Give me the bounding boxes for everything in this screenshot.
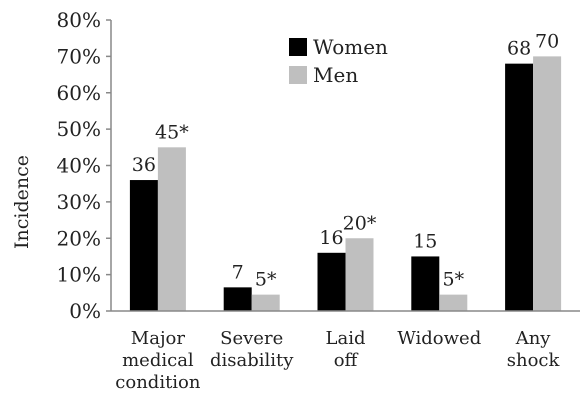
bar-women — [223, 287, 252, 311]
bar-men — [533, 56, 562, 311]
data-label-women: 7 — [232, 261, 244, 283]
data-label-women: 36 — [132, 154, 156, 176]
x-category-label: Widowed — [397, 328, 481, 349]
y-tick-label: 60% — [57, 81, 101, 105]
legend-label-women: Women — [313, 35, 388, 59]
x-category-label: shock — [507, 350, 561, 371]
legend-swatch-women — [289, 38, 307, 56]
x-category-label: disability — [210, 350, 294, 371]
x-category-label: medical — [122, 350, 194, 371]
bar-women — [411, 256, 440, 311]
data-label-women: 15 — [413, 230, 437, 252]
data-label-men: 70 — [535, 30, 559, 52]
x-category-label: Severe — [220, 328, 283, 349]
data-label-men: 45* — [155, 121, 189, 143]
data-label-women: 16 — [319, 227, 343, 249]
bar-men — [439, 294, 468, 311]
y-axis: 0% 10% 20% 30% 40% 50% 60% 70% 80% — [57, 8, 111, 323]
y-tick-label: 30% — [57, 190, 101, 214]
y-tick-label: 40% — [57, 154, 101, 178]
x-category-label: Major — [131, 328, 186, 349]
y-tick-label: 0% — [69, 299, 101, 323]
x-category-label: condition — [115, 372, 201, 393]
y-tick-label: 80% — [57, 8, 101, 32]
y-tick-label: 70% — [57, 44, 101, 68]
x-category-label: Any — [515, 328, 552, 349]
data-label-men: 5* — [443, 269, 465, 291]
y-tick-label: 50% — [57, 117, 101, 141]
legend: Women Men — [289, 35, 388, 87]
bar-women — [505, 63, 534, 312]
bar-women — [129, 180, 158, 311]
y-tick-label: 20% — [57, 226, 101, 250]
bars — [129, 56, 562, 312]
bar-men — [345, 238, 374, 311]
y-axis-label: Incidence — [11, 155, 33, 249]
bar-men — [251, 294, 280, 311]
data-label-women: 68 — [507, 38, 531, 60]
x-category-label: off — [334, 350, 359, 371]
x-category-label: Laid — [326, 328, 366, 349]
bar-women — [317, 252, 346, 311]
y-tick-label: 10% — [57, 263, 101, 287]
bar-men — [157, 147, 186, 311]
data-label-men: 5* — [255, 269, 277, 291]
data-label-men: 20* — [343, 212, 377, 234]
legend-swatch-men — [289, 66, 307, 84]
legend-label-men: Men — [313, 63, 358, 87]
